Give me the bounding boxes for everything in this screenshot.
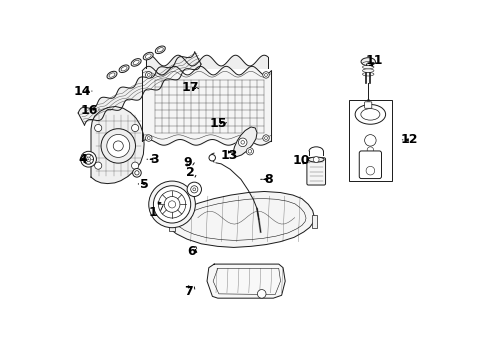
Circle shape [113, 141, 123, 151]
Circle shape [106, 134, 129, 157]
Circle shape [262, 72, 269, 78]
Ellipse shape [145, 54, 151, 58]
Text: 13: 13 [220, 149, 238, 162]
Polygon shape [206, 264, 285, 298]
Ellipse shape [360, 109, 379, 120]
Circle shape [247, 149, 251, 153]
Text: 16: 16 [81, 104, 98, 117]
Circle shape [366, 166, 374, 175]
Text: 15: 15 [209, 117, 227, 130]
Text: 12: 12 [400, 133, 417, 146]
Circle shape [158, 191, 185, 218]
Circle shape [147, 136, 150, 139]
Circle shape [190, 186, 198, 193]
Text: 17: 17 [181, 81, 198, 94]
Circle shape [132, 168, 141, 177]
Circle shape [262, 135, 269, 141]
Ellipse shape [157, 48, 163, 52]
Circle shape [94, 125, 102, 132]
Ellipse shape [354, 104, 385, 124]
Circle shape [131, 162, 139, 169]
Text: 14: 14 [74, 85, 91, 98]
Circle shape [192, 188, 195, 191]
Ellipse shape [133, 60, 139, 64]
Ellipse shape [362, 65, 373, 69]
FancyBboxPatch shape [306, 158, 325, 185]
Ellipse shape [107, 71, 117, 79]
Polygon shape [91, 107, 144, 184]
Ellipse shape [131, 59, 141, 66]
Circle shape [257, 289, 265, 298]
Circle shape [366, 147, 373, 153]
FancyBboxPatch shape [359, 151, 381, 179]
Circle shape [145, 135, 152, 141]
Ellipse shape [362, 72, 373, 76]
Polygon shape [233, 127, 257, 157]
Circle shape [238, 138, 246, 147]
Text: 10: 10 [292, 154, 309, 167]
Circle shape [241, 140, 244, 144]
Bar [348, 100, 391, 181]
Text: 3: 3 [149, 153, 158, 166]
Circle shape [364, 135, 375, 146]
Text: 11: 11 [365, 54, 382, 67]
Text: 6: 6 [187, 244, 195, 257]
Circle shape [164, 197, 180, 212]
Circle shape [366, 155, 373, 161]
Ellipse shape [119, 65, 129, 72]
Ellipse shape [143, 52, 153, 60]
Circle shape [131, 125, 139, 132]
Circle shape [81, 151, 96, 167]
Text: 7: 7 [184, 285, 193, 298]
Ellipse shape [155, 46, 165, 54]
Circle shape [145, 72, 152, 78]
Circle shape [208, 154, 215, 161]
Text: 2: 2 [186, 166, 195, 179]
Polygon shape [169, 192, 314, 247]
Text: 4: 4 [78, 153, 86, 166]
Text: 8: 8 [264, 173, 273, 186]
Ellipse shape [360, 58, 375, 66]
Ellipse shape [121, 67, 127, 71]
Text: 5: 5 [140, 178, 149, 191]
Circle shape [187, 182, 201, 197]
Ellipse shape [109, 73, 115, 77]
Circle shape [135, 171, 139, 175]
Circle shape [313, 157, 319, 162]
Circle shape [94, 162, 102, 169]
Text: 9: 9 [183, 156, 192, 169]
Ellipse shape [362, 69, 373, 72]
Circle shape [101, 129, 135, 163]
Circle shape [264, 73, 267, 76]
Ellipse shape [308, 157, 324, 162]
Circle shape [153, 186, 190, 223]
Bar [169, 217, 174, 231]
Circle shape [83, 154, 93, 164]
Bar [311, 215, 317, 228]
Circle shape [148, 181, 195, 228]
Circle shape [264, 136, 267, 139]
Circle shape [168, 201, 175, 208]
Polygon shape [78, 52, 201, 125]
FancyBboxPatch shape [364, 102, 371, 108]
Circle shape [246, 148, 253, 155]
Ellipse shape [362, 62, 373, 65]
Circle shape [147, 73, 150, 76]
Circle shape [86, 157, 90, 161]
Text: 1: 1 [148, 207, 157, 220]
